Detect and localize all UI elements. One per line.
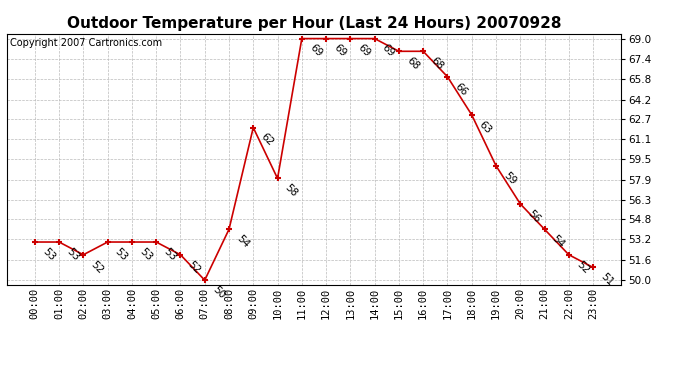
Text: 52: 52 [89,259,106,275]
Text: 50: 50 [210,284,226,301]
Text: 66: 66 [453,81,469,98]
Text: 69: 69 [307,43,324,59]
Text: 54: 54 [235,234,251,250]
Text: 69: 69 [380,43,397,59]
Text: 69: 69 [356,43,373,59]
Text: 53: 53 [65,246,81,262]
Text: 68: 68 [428,56,445,72]
Text: 52: 52 [186,259,202,275]
Text: 68: 68 [404,56,421,72]
Text: 59: 59 [502,170,518,186]
Text: 53: 53 [137,246,154,262]
Text: 53: 53 [113,246,130,262]
Text: 52: 52 [574,259,591,275]
Text: 69: 69 [332,43,348,59]
Text: 56: 56 [526,208,542,225]
Text: 51: 51 [599,272,615,288]
Text: 58: 58 [283,183,299,199]
Text: 63: 63 [477,119,494,135]
Title: Outdoor Temperature per Hour (Last 24 Hours) 20070928: Outdoor Temperature per Hour (Last 24 Ho… [67,16,561,31]
Text: Copyright 2007 Cartronics.com: Copyright 2007 Cartronics.com [10,38,162,48]
Text: 53: 53 [41,246,57,262]
Text: 54: 54 [550,234,566,250]
Text: 53: 53 [161,246,178,262]
Text: 62: 62 [259,132,275,148]
